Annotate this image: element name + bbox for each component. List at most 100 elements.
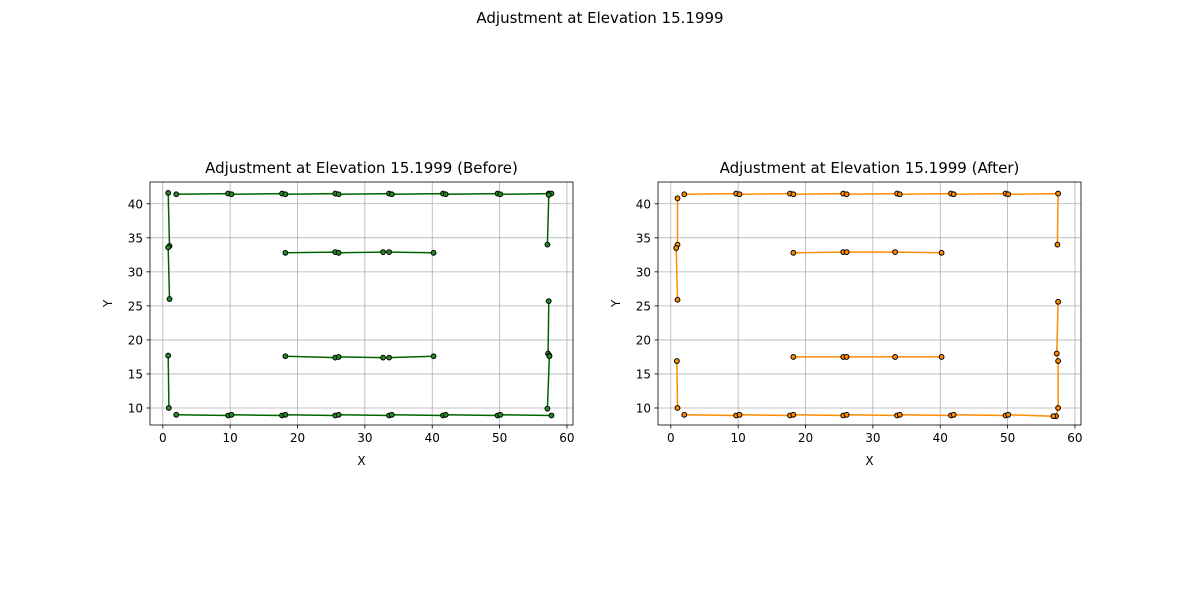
after-data-point [1055,358,1061,364]
after-data-point [1005,411,1012,418]
y-tick-label: 40 [128,197,143,211]
after-data-point [1050,413,1057,420]
x-tick-label: 60 [559,431,574,445]
after-data-point [674,195,681,202]
y-axis-label: Y [609,299,623,308]
y-tick-label: 20 [128,333,143,347]
before-data-point [165,189,172,196]
before-data-point [497,411,504,418]
after-data-point [790,354,797,360]
before-data-point [165,405,172,411]
before-data-point [166,296,173,302]
y-tick-label: 20 [636,333,651,347]
before-data-point [173,191,180,198]
y-tick-label: 25 [636,299,651,313]
after-data-point [673,358,680,364]
before-data-point [282,191,289,198]
after-data-point [950,411,957,418]
after-data-point [790,411,797,418]
y-tick-label: 35 [128,231,143,245]
x-tick-label: 0 [159,431,167,445]
before-series-line [176,414,552,417]
before-data-point [545,298,552,305]
y-tick-label: 15 [636,367,651,381]
before-data-point [497,191,504,198]
before-data-point [380,354,386,361]
y-tick-label: 30 [636,265,651,279]
after-data-point [892,354,898,360]
x-tick-label: 60 [1067,431,1082,445]
before-data-point [335,191,342,198]
after-data-point [790,249,797,256]
before-data-point [282,353,289,360]
y-tick-label: 10 [128,401,143,415]
before-data-point [386,249,393,256]
after-data-point [1055,298,1061,305]
before-data-point [228,411,235,418]
y-tick-label: 10 [636,401,651,415]
before-axes-frame [149,181,574,426]
x-tick-label: 40 [933,431,948,445]
after-data-point [1005,191,1012,198]
x-tick-label: 50 [492,431,507,445]
before-data-point [228,191,235,198]
after-data-point [843,354,850,360]
before-data-point [380,249,386,256]
after-data-point [843,191,850,198]
before-data-point [386,354,393,361]
before-series-line [546,194,550,245]
after-series-line [684,414,1054,417]
before-data-point [546,353,553,360]
after-data-point [1055,405,1061,411]
after-axes-frame [657,181,1082,426]
y-tick-label: 15 [128,367,143,381]
before-series-line [285,251,434,254]
before-data-point [544,405,551,412]
after-data-point [950,191,957,198]
before-data-point [165,244,172,251]
after-data-point [736,411,743,418]
y-tick-label: 35 [636,231,651,245]
x-tick-label: 20 [290,431,305,445]
before-data-point [173,411,180,418]
figure-title: Adjustment at Elevation 15.1999 [476,9,724,27]
y-axis-label: Y [101,299,115,308]
after-data-point [843,249,850,256]
before-series-line [285,355,434,359]
before-data-point [548,412,555,419]
x-tick-label: 30 [865,431,880,445]
after-chart-panel: 0 10 20 30 40 50 60 10 15 20 25 30 35 40 Adjustment at… [609,159,1083,468]
y-tick-label: 30 [128,265,143,279]
y-tick-label: 40 [636,197,651,211]
after-data-point [681,191,688,198]
before-series-line [167,355,170,409]
before-data-point [388,411,395,418]
after-data-point [681,411,688,418]
before-data-point [335,411,342,418]
after-chart-title: Adjustment at Elevation 15.1999 (After) [720,159,1020,177]
after-data-point [843,411,850,418]
before-data-point [335,249,342,256]
after-data-point [938,249,945,256]
before-data-point [442,191,449,198]
x-tick-label: 40 [425,431,440,445]
before-data-point [388,191,395,198]
x-tick-label: 0 [667,431,675,445]
y-tick-label: 25 [128,299,143,313]
before-data-point [165,352,172,359]
before-data-point [442,411,449,418]
after-data-point [674,405,681,411]
after-series-line [793,251,942,254]
after-data-point [674,296,681,303]
before-data-point [545,192,552,198]
x-axis-label: X [357,454,365,468]
before-data-point [430,249,437,256]
before-data-point [335,354,342,360]
before-data-point [430,353,437,360]
after-data-point [896,411,903,418]
after-data-point [938,354,945,360]
x-tick-label: 10 [223,431,238,445]
after-data-point [896,191,903,198]
before-data-point [282,249,289,256]
